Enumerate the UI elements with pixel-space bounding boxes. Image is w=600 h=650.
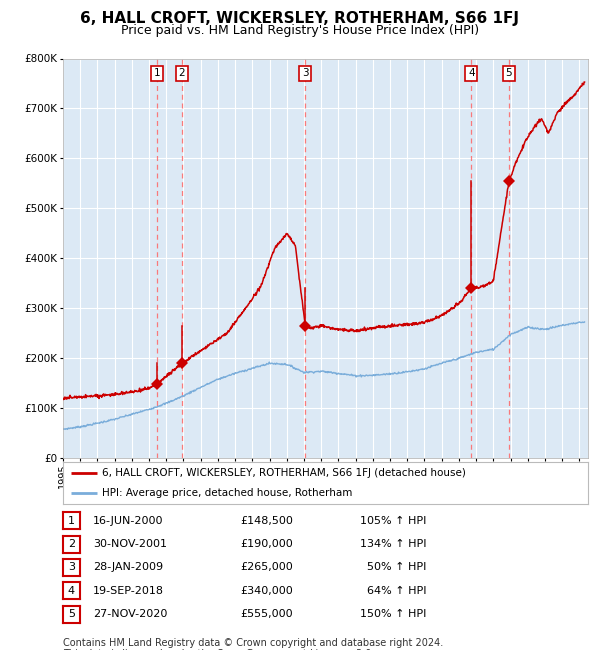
Text: £190,000: £190,000 [240, 539, 293, 549]
Text: 28-JAN-2009: 28-JAN-2009 [93, 562, 163, 573]
Text: 2: 2 [68, 539, 75, 549]
Text: 27-NOV-2020: 27-NOV-2020 [93, 609, 167, 619]
Text: £148,500: £148,500 [240, 515, 293, 526]
Text: 5: 5 [68, 609, 75, 619]
Text: 4: 4 [68, 586, 75, 596]
Text: 4: 4 [468, 68, 475, 79]
Text: 64% ↑ HPI: 64% ↑ HPI [360, 586, 427, 596]
Text: £555,000: £555,000 [240, 609, 293, 619]
Text: 6, HALL CROFT, WICKERSLEY, ROTHERHAM, S66 1FJ (detached house): 6, HALL CROFT, WICKERSLEY, ROTHERHAM, S6… [103, 469, 466, 478]
Text: 19-SEP-2018: 19-SEP-2018 [93, 586, 164, 596]
Text: £340,000: £340,000 [240, 586, 293, 596]
Text: £265,000: £265,000 [240, 562, 293, 573]
Text: 3: 3 [302, 68, 308, 79]
Text: 30-NOV-2001: 30-NOV-2001 [93, 539, 167, 549]
Text: 6, HALL CROFT, WICKERSLEY, ROTHERHAM, S66 1FJ: 6, HALL CROFT, WICKERSLEY, ROTHERHAM, S6… [80, 11, 520, 26]
Text: Contains HM Land Registry data © Crown copyright and database right 2024.
This d: Contains HM Land Registry data © Crown c… [63, 638, 443, 650]
Text: 1: 1 [68, 515, 75, 526]
Text: 16-JUN-2000: 16-JUN-2000 [93, 515, 163, 526]
Text: Price paid vs. HM Land Registry's House Price Index (HPI): Price paid vs. HM Land Registry's House … [121, 24, 479, 37]
Text: 150% ↑ HPI: 150% ↑ HPI [360, 609, 427, 619]
Text: 134% ↑ HPI: 134% ↑ HPI [360, 539, 427, 549]
Text: HPI: Average price, detached house, Rotherham: HPI: Average price, detached house, Roth… [103, 488, 353, 498]
Text: 5: 5 [506, 68, 512, 79]
Text: 2: 2 [179, 68, 185, 79]
Text: 3: 3 [68, 562, 75, 573]
Text: 105% ↑ HPI: 105% ↑ HPI [360, 515, 427, 526]
Text: 50% ↑ HPI: 50% ↑ HPI [360, 562, 427, 573]
Text: 1: 1 [154, 68, 160, 79]
